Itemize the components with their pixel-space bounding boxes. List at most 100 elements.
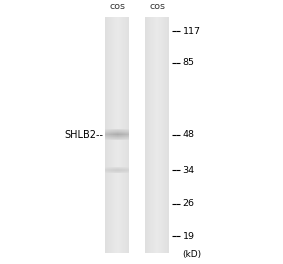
Bar [148,17,149,253]
Bar [105,135,106,136]
Bar [117,136,118,137]
Bar [119,138,120,139]
Bar [112,129,113,130]
Bar [126,134,127,135]
Bar [125,17,126,253]
Bar [113,17,114,253]
Bar [122,134,123,135]
Bar [108,132,109,133]
Bar [126,129,127,130]
Bar [105,134,106,135]
Bar [110,139,111,140]
Bar [121,134,122,135]
Bar [112,138,113,139]
Bar [118,130,119,131]
Bar [115,138,116,139]
Bar [115,133,116,134]
Bar [106,135,107,136]
Bar [105,139,106,140]
Bar [124,135,125,136]
Bar [115,139,116,140]
Bar [115,137,116,138]
Bar [146,17,147,253]
Bar [106,134,107,135]
Bar [118,133,119,134]
Bar [116,138,117,139]
Bar [145,17,146,253]
Bar [121,133,122,134]
Bar [123,130,124,131]
Bar [122,136,123,137]
Bar [105,132,106,133]
Bar [126,138,127,139]
Bar [124,131,125,132]
Bar [116,132,117,133]
Bar [120,139,121,140]
Bar [151,17,152,253]
Text: SHLB2--: SHLB2-- [64,130,103,140]
Bar [107,131,108,132]
Bar [119,134,120,135]
Bar [118,136,119,137]
Bar [116,133,117,134]
Bar [120,137,121,138]
Bar [122,129,123,130]
Bar [128,136,129,137]
Bar [123,135,124,136]
Bar [109,17,110,253]
Bar [117,137,118,138]
Bar [109,130,110,131]
Bar [162,17,163,253]
Bar [111,137,112,138]
Bar [127,132,128,133]
Bar [106,136,107,137]
Bar [121,132,122,133]
Bar [125,131,126,132]
Bar [121,17,122,253]
Bar [122,137,123,138]
Bar [105,129,106,130]
Bar [108,134,109,135]
Bar [128,139,129,140]
Bar [159,17,160,253]
Bar [124,17,125,253]
Bar [120,131,121,132]
Bar [126,136,127,137]
Bar [112,137,113,138]
Bar [111,133,112,134]
Bar [122,132,123,133]
Bar [114,132,115,133]
Text: cos: cos [149,2,165,11]
Bar [126,130,127,131]
Bar [119,139,120,140]
Bar [117,139,118,140]
Bar [110,134,111,135]
Bar [108,139,109,140]
Bar [109,132,110,133]
Bar [123,131,124,132]
Bar [117,130,118,131]
Bar [118,135,119,136]
Bar [123,17,124,253]
Bar [128,133,129,134]
Bar [109,129,110,130]
Bar [128,137,129,138]
Bar [150,17,151,253]
Bar [121,129,122,130]
Bar [110,135,111,136]
Bar [108,129,109,130]
Bar [106,138,107,139]
Bar [122,17,123,253]
Bar [122,139,123,140]
Bar [164,17,165,253]
Bar [117,134,118,135]
Bar [114,133,115,134]
Bar [107,129,108,130]
Bar [108,130,109,131]
Bar [111,17,112,253]
Bar [109,137,110,138]
Text: cos: cos [110,2,125,11]
Bar [109,136,110,137]
Bar [123,136,124,137]
Bar [127,136,128,137]
